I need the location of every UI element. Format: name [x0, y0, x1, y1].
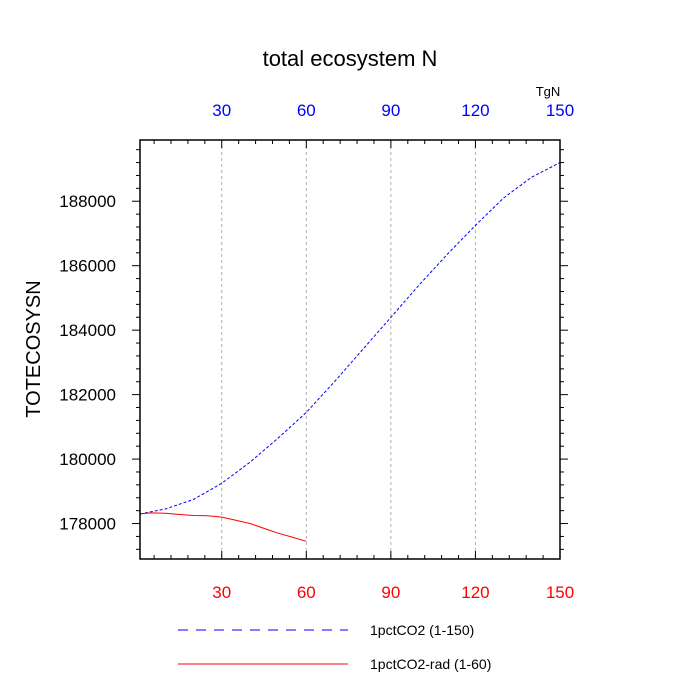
x-tick-label-bottom: 120	[461, 583, 489, 602]
x-tick-label-bottom: 30	[212, 583, 231, 602]
x-tick-label-bottom: 90	[381, 583, 400, 602]
series-line	[139, 162, 561, 515]
x-tick-label-top: 30	[212, 101, 231, 120]
x-tick-label-top: 120	[461, 101, 489, 120]
y-tick-label: 180000	[59, 450, 116, 469]
y-tick-label: 188000	[59, 192, 116, 211]
y-axis-label: TOTECOSYSN	[23, 280, 45, 417]
legend-label: 1pctCO2 (1-150)	[370, 622, 474, 638]
chart-title: total ecosystem N	[263, 46, 438, 71]
y-tick-label: 186000	[59, 257, 116, 276]
x-tick-label-bottom: 60	[297, 583, 316, 602]
y-tick-label: 184000	[59, 321, 116, 340]
legend: 1pctCO2 (1-150) 1pctCO2-rad (1-60)	[178, 622, 491, 672]
y-tick-label: 178000	[59, 515, 116, 534]
x-tick-label-top: 60	[297, 101, 316, 120]
series-line	[139, 512, 307, 542]
x-tick-label-top: 90	[381, 101, 400, 120]
x-tick-label-bottom: 150	[546, 583, 574, 602]
series-lines	[139, 162, 561, 542]
top-axis-unit: TgN	[536, 84, 561, 99]
plot-frame	[139, 139, 561, 560]
y-tick-label: 182000	[59, 386, 116, 405]
grid-lines	[221, 140, 476, 559]
axis-ticks: 30 30 60 60 90 90 120 120 150 150 178000 180000 1820…	[59, 101, 574, 602]
legend-label: 1pctCO2-rad (1-60)	[370, 656, 491, 672]
x-tick-label-top: 150	[546, 101, 574, 120]
